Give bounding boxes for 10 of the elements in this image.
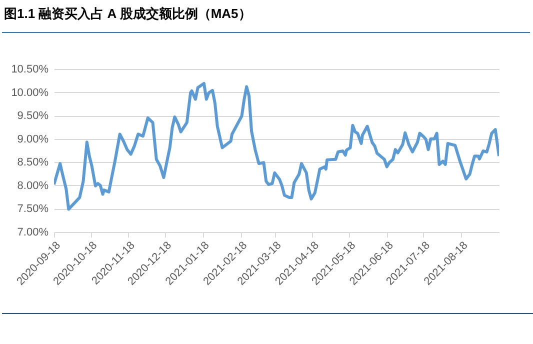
chart-title: 图1.1 融资买入占 A 股成交额比例（MA5） bbox=[4, 5, 252, 23]
y-tick-label: 7.50% bbox=[17, 203, 49, 216]
y-tick-label: 9.50% bbox=[17, 110, 49, 122]
line-series bbox=[54, 82, 499, 211]
y-tick-label: 7.00% bbox=[17, 226, 49, 238]
y-tick-label: 8.50% bbox=[17, 156, 49, 169]
y-tick-label: 8.00% bbox=[17, 180, 49, 192]
y-tick-label: 10.00% bbox=[11, 86, 49, 99]
y-tick-label: 9.00% bbox=[17, 133, 49, 146]
y-tick-label: 10.50% bbox=[11, 64, 49, 76]
